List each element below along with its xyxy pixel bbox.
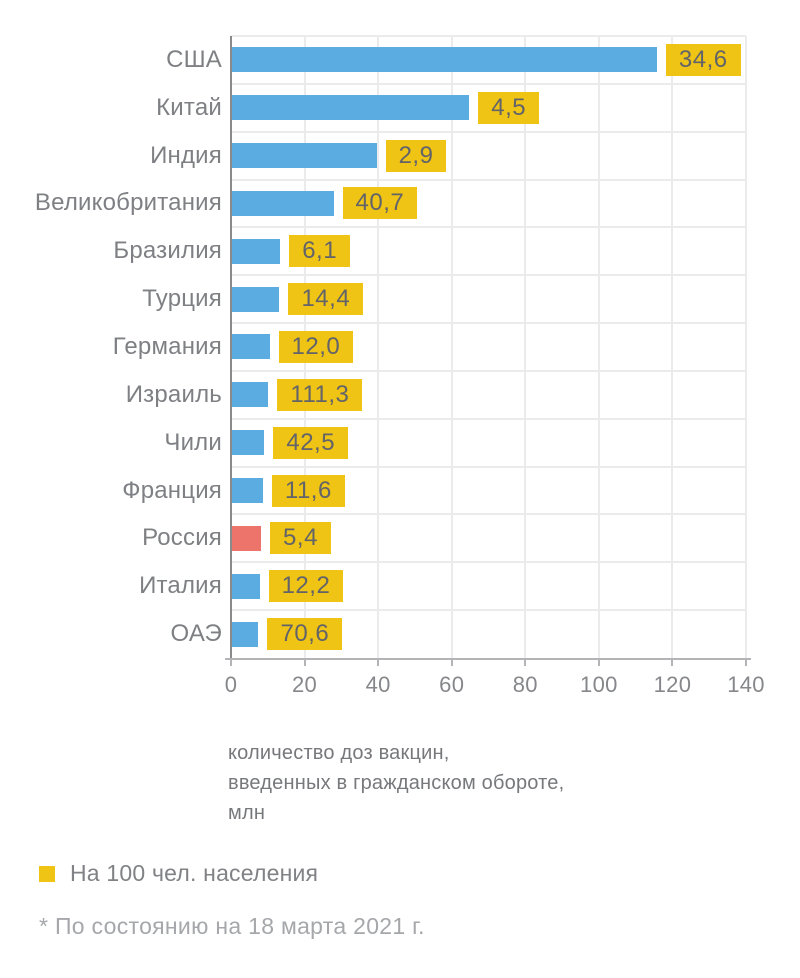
per-100-badge: 4,5 bbox=[478, 91, 540, 124]
legend-yellow-swatch-icon bbox=[39, 865, 55, 882]
country-label: Бразилия bbox=[113, 237, 222, 265]
dose-bar bbox=[232, 478, 263, 504]
legend: На 100 чел. населения bbox=[39, 860, 318, 887]
per-100-badge: 12,0 bbox=[278, 330, 354, 363]
country-label: Китай bbox=[156, 93, 222, 121]
country-label: Германия bbox=[112, 332, 222, 360]
plot-area: 0 20 40 60 80 100 120 140 США 34,6 Китай 4,5 Индия 2,… bbox=[35, 35, 765, 697]
per-100-badge: 12,2 bbox=[268, 570, 344, 603]
dose-bar bbox=[232, 525, 262, 551]
chart-row: Франция 11,6 bbox=[122, 467, 746, 515]
x-axis-tick bbox=[597, 660, 600, 666]
chart-row: Россия 5,4 bbox=[142, 514, 746, 562]
per-100-badge: 5,4 bbox=[270, 522, 331, 555]
per-100-badge: 40,7 bbox=[342, 187, 418, 220]
per-100-badge: 34,6 bbox=[665, 43, 741, 76]
horizontal-gridline bbox=[231, 561, 746, 564]
country-label: Великобритания bbox=[34, 189, 222, 217]
chart-row: Китай 4,5 bbox=[156, 84, 746, 132]
dose-bar bbox=[232, 286, 280, 312]
footnote: * По состоянию на 18 марта 2021 г. bbox=[39, 913, 425, 939]
chart-row: Турция 14,4 bbox=[142, 275, 746, 323]
y-axis-line bbox=[230, 36, 232, 665]
chart-row: США 34,6 bbox=[166, 36, 746, 84]
country-label: Франция bbox=[122, 476, 222, 504]
x-tick-label: 0 bbox=[224, 672, 238, 697]
per-100-badge: 70,6 bbox=[267, 618, 343, 651]
dose-bar bbox=[232, 573, 260, 599]
chart-row: Германия 12,0 bbox=[113, 323, 746, 371]
horizontal-gridline bbox=[231, 178, 746, 181]
chart-row: Израиль 111,3 bbox=[126, 371, 746, 419]
horizontal-gridline bbox=[231, 609, 746, 612]
per-100-badge: 6,1 bbox=[289, 235, 351, 268]
country-label: ОАЭ bbox=[170, 620, 222, 648]
vertical-gridline bbox=[597, 36, 600, 658]
dose-bar bbox=[232, 190, 334, 216]
dose-bar bbox=[232, 238, 281, 264]
dose-bar bbox=[232, 95, 470, 121]
chart-row: ОАЭ 70,6 bbox=[171, 610, 746, 658]
per-100-badge: 111,3 bbox=[277, 378, 363, 411]
x-axis-tick bbox=[450, 660, 453, 666]
x-tick-label: 60 bbox=[439, 672, 465, 697]
vertical-gridline bbox=[450, 36, 453, 658]
x-axis-tick bbox=[671, 660, 674, 666]
x-axis-tick bbox=[524, 660, 527, 666]
x-tick-label: 140 bbox=[727, 672, 765, 697]
country-label: США bbox=[166, 45, 222, 73]
x-axis-tick bbox=[745, 660, 747, 666]
horizontal-gridline bbox=[231, 369, 746, 372]
chart-row: Италия 12,2 bbox=[139, 562, 746, 610]
dose-bar bbox=[232, 430, 265, 456]
horizontal-gridline bbox=[231, 417, 746, 420]
horizontal-gridline bbox=[231, 82, 746, 85]
per-100-badge: 14,4 bbox=[288, 283, 364, 316]
country-label: Россия bbox=[142, 524, 222, 552]
vertical-gridline bbox=[745, 36, 747, 658]
x-tick-label: 40 bbox=[365, 672, 391, 697]
per-100-badge: 42,5 bbox=[273, 426, 349, 459]
dose-bar bbox=[232, 334, 270, 360]
dose-bar bbox=[232, 47, 657, 73]
chart-row: Индия 2,9 bbox=[150, 132, 746, 180]
x-tick-label: 20 bbox=[292, 672, 318, 697]
caption-line-2: введенных в гражданском обороте, bbox=[228, 772, 565, 794]
caption-line-1: количество доз вакцин, bbox=[228, 742, 450, 764]
chart-row: Бразилия 6,1 bbox=[113, 227, 746, 275]
x-axis-caption: количество доз вакцин, введенных в гражд… bbox=[228, 738, 564, 828]
horizontal-gridline bbox=[231, 274, 746, 277]
vertical-gridline bbox=[671, 36, 674, 658]
x-axis-tick bbox=[230, 660, 232, 666]
vertical-gridline bbox=[377, 36, 380, 658]
x-axis-line bbox=[225, 658, 751, 660]
x-tick-label: 80 bbox=[512, 672, 538, 697]
chart-row: Чили 42,5 bbox=[164, 419, 746, 467]
dose-bar bbox=[232, 143, 377, 169]
legend-label: На 100 чел. населения bbox=[70, 860, 319, 886]
horizontal-gridline bbox=[231, 35, 746, 37]
x-tick-label: 120 bbox=[653, 672, 692, 697]
x-tick-label: 100 bbox=[580, 672, 618, 697]
horizontal-gridline bbox=[231, 465, 746, 468]
x-axis-tick bbox=[377, 660, 380, 666]
chart-row: Великобритания 40,7 bbox=[35, 180, 746, 228]
horizontal-gridline bbox=[231, 322, 746, 325]
dose-bar bbox=[232, 382, 269, 408]
horizontal-gridline bbox=[231, 513, 746, 516]
per-100-badge: 11,6 bbox=[271, 474, 345, 507]
caption-line-3: млн bbox=[228, 802, 266, 824]
horizontal-gridline bbox=[231, 226, 746, 229]
horizontal-gridline bbox=[231, 130, 746, 133]
country-label: Италия bbox=[139, 572, 222, 600]
vertical-gridline bbox=[524, 36, 527, 658]
dose-bar bbox=[232, 621, 259, 647]
x-axis-tick bbox=[303, 660, 306, 666]
per-100-badge: 2,9 bbox=[385, 139, 447, 172]
country-label: Чили bbox=[164, 428, 222, 456]
country-label: Израиль bbox=[125, 380, 222, 408]
country-label: Индия bbox=[150, 141, 222, 169]
country-label: Турция bbox=[142, 285, 222, 313]
